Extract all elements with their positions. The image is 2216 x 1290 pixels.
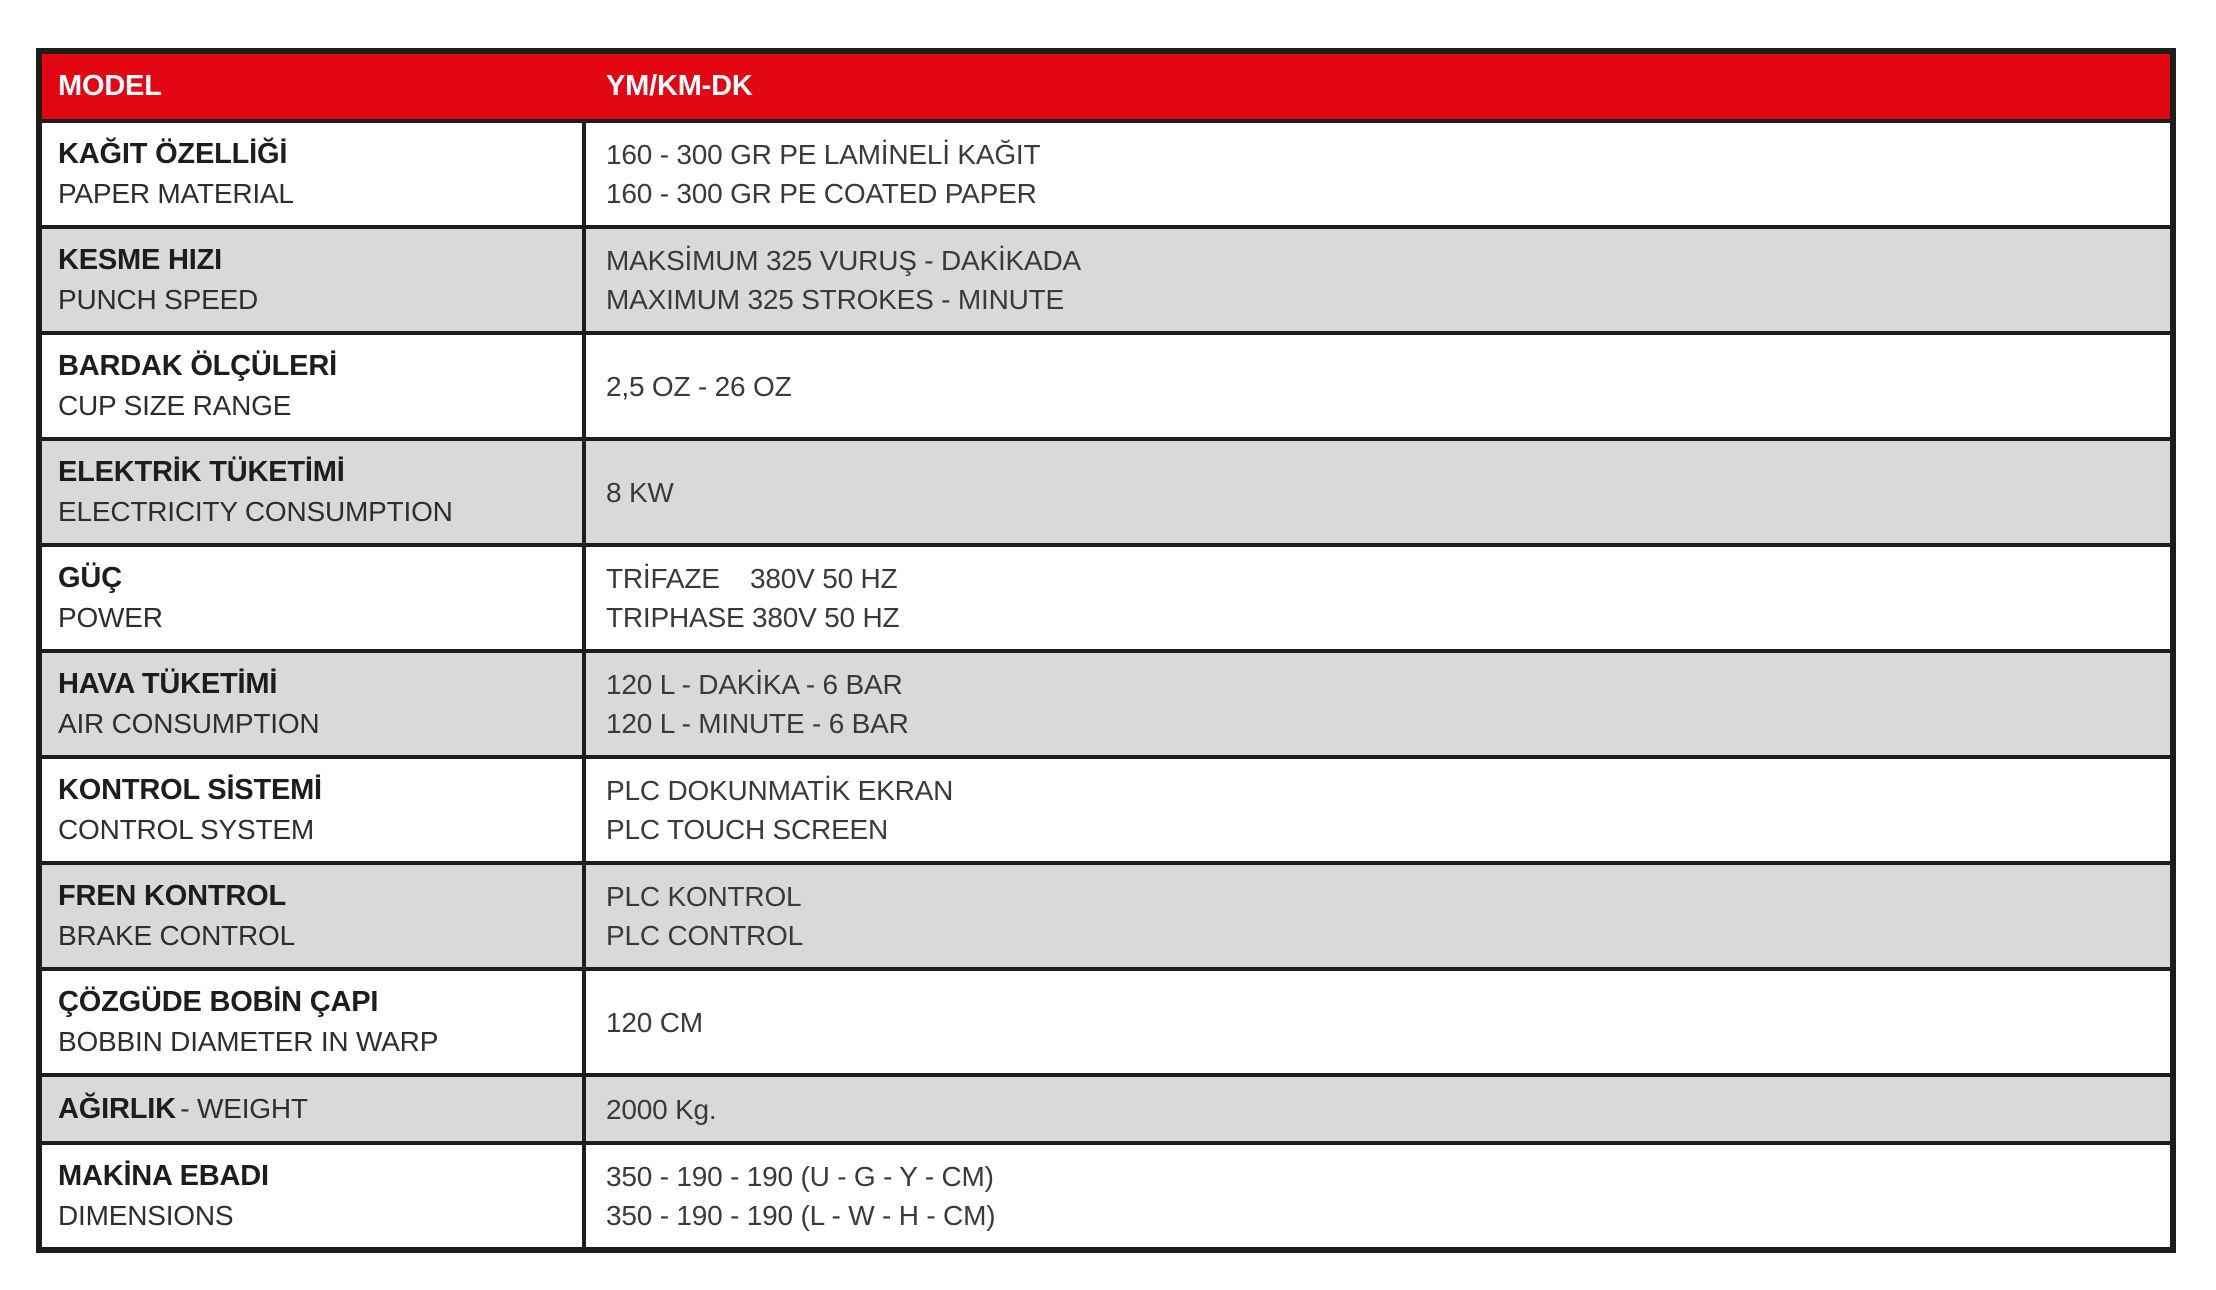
spec-label-en: AIR CONSUMPTION [58, 708, 320, 739]
spec-label-en: BRAKE CONTROL [58, 920, 295, 951]
spec-row-air-consumption: HAVA TÜKETİMİ AIR CONSUMPTION 120 L - DA… [42, 653, 2170, 759]
spec-value-line: 2000 Kg. [606, 1093, 717, 1125]
spec-label-cell: HAVA TÜKETİMİ AIR CONSUMPTION [42, 653, 586, 755]
spec-value-line: 120 L - MINUTE - 6 BAR [606, 708, 909, 739]
spec-row-paper-material: KAĞIT ÖZELLİĞİ PAPER MATERIAL 160 - 300 … [42, 123, 2170, 229]
spec-row-control-system: KONTROL SİSTEMİ CONTROL SYSTEM PLC DOKUN… [42, 759, 2170, 865]
spec-label-cell: GÜÇ POWER [42, 547, 586, 649]
spec-value-cell: 8 KW [586, 441, 2170, 543]
spec-value-line: PLC DOKUNMATİK EKRAN [606, 775, 954, 806]
spec-label-tr: KONTROL SİSTEMİ [58, 774, 322, 806]
spec-label-en: POWER [58, 602, 163, 633]
spec-value-line: 120 CM [606, 1006, 703, 1038]
spec-label-en: CUP SIZE RANGE [58, 390, 292, 421]
spec-value-line: 350 - 190 - 190 (L - W - H - CM) [606, 1200, 996, 1231]
spec-value-line: TRIPHASE 380V 50 HZ [606, 602, 900, 633]
spec-value-cell: PLC DOKUNMATİK EKRAN PLC TOUCH SCREEN [586, 759, 2170, 861]
spec-label-cell: ELEKTRİK TÜKETİMİ ELECTRICITY CONSUMPTIO… [42, 441, 586, 543]
spec-row-power: GÜÇ POWER TRİFAZE 380V 50 HZ TRIPHASE 38… [42, 547, 2170, 653]
spec-label-cell: KESME HIZI PUNCH SPEED [42, 229, 586, 331]
spec-value-cell: 350 - 190 - 190 (U - G - Y - CM) 350 - 1… [586, 1145, 2170, 1247]
spec-label-cell: BARDAK ÖLÇÜLERİ CUP SIZE RANGE [42, 335, 586, 437]
spec-label-tr: FREN KONTROL [58, 880, 286, 912]
header-model-value: YM/KM-DK [606, 70, 753, 102]
spec-label-cell: FREN KONTROL BRAKE CONTROL [42, 865, 586, 967]
spec-value-line: TRİFAZE 380V 50 HZ [606, 563, 898, 594]
spec-value-cell: TRİFAZE 380V 50 HZ TRIPHASE 380V 50 HZ [586, 547, 2170, 649]
spec-value-line: 120 L - DAKİKA - 6 BAR [606, 669, 903, 700]
spec-value-line: 350 - 190 - 190 (U - G - Y - CM) [606, 1161, 994, 1192]
spec-value-line: PLC KONTROL [606, 881, 802, 912]
spec-value-cell: 2000 Kg. [586, 1077, 2170, 1141]
spec-row-dimensions: MAKİNA EBADI DIMENSIONS 350 - 190 - 190 … [42, 1145, 2170, 1247]
spec-label-en: PUNCH SPEED [58, 284, 259, 315]
spec-value-line: PLC CONTROL [606, 920, 803, 951]
spec-label-tr: BARDAK ÖLÇÜLERİ [58, 350, 337, 382]
spec-row-weight: AĞIRLIK - WEIGHT 2000 Kg. [42, 1077, 2170, 1145]
spec-label-cell: ÇÖZGÜDE BOBİN ÇAPI BOBBIN DIAMETER IN WA… [42, 971, 586, 1073]
spec-label-cell: MAKİNA EBADI DIMENSIONS [42, 1145, 586, 1247]
spec-label-cell: KONTROL SİSTEMİ CONTROL SYSTEM [42, 759, 586, 861]
spec-value-line: 160 - 300 GR PE LAMİNELİ KAĞIT [606, 139, 1041, 170]
spec-label-tr: GÜÇ [58, 562, 122, 594]
spec-label-tr: MAKİNA EBADI [58, 1160, 269, 1192]
spec-label-en: CONTROL SYSTEM [58, 814, 314, 845]
spec-label-en: ELECTRICITY CONSUMPTION [58, 496, 453, 527]
spec-label-cell: KAĞIT ÖZELLİĞİ PAPER MATERIAL [42, 123, 586, 225]
spec-row-punch-speed: KESME HIZI PUNCH SPEED MAKSİMUM 325 VURU… [42, 229, 2170, 335]
spec-row-electricity-consumption: ELEKTRİK TÜKETİMİ ELECTRICITY CONSUMPTIO… [42, 441, 2170, 547]
spec-row-bobbin-diameter: ÇÖZGÜDE BOBİN ÇAPI BOBBIN DIAMETER IN WA… [42, 971, 2170, 1077]
spec-value-line: PLC TOUCH SCREEN [606, 814, 889, 845]
spec-label-tr: HAVA TÜKETİMİ [58, 668, 278, 700]
spec-value-line: 8 KW [606, 476, 674, 508]
spec-label-tr: ÇÖZGÜDE BOBİN ÇAPI [58, 986, 379, 1018]
spec-value-cell: 2,5 OZ - 26 OZ [586, 335, 2170, 437]
spec-value-cell: 120 L - DAKİKA - 6 BAR 120 L - MINUTE - … [586, 653, 2170, 755]
spec-value-line: MAXIMUM 325 STROKES - MINUTE [606, 284, 1065, 315]
spec-value-cell: MAKSİMUM 325 VURUŞ - DAKİKADA MAXIMUM 32… [586, 229, 2170, 331]
spec-label-tr: ELEKTRİK TÜKETİMİ [58, 456, 345, 488]
spec-table: MODEL YM/KM-DK KAĞIT ÖZELLİĞİ PAPER MATE… [36, 48, 2176, 1253]
spec-row-cup-size-range: BARDAK ÖLÇÜLERİ CUP SIZE RANGE 2,5 OZ - … [42, 335, 2170, 441]
spec-label-en: - WEIGHT [180, 1093, 308, 1124]
spec-value-line: MAKSİMUM 325 VURUŞ - DAKİKADA [606, 245, 1081, 276]
spec-label-tr: AĞIRLIK [58, 1093, 176, 1125]
spec-label-cell: AĞIRLIK - WEIGHT [42, 1077, 586, 1141]
table-header-row: MODEL YM/KM-DK [42, 54, 2170, 123]
spec-label-en: PAPER MATERIAL [58, 178, 294, 209]
spec-label-tr: KAĞIT ÖZELLİĞİ [58, 138, 288, 170]
spec-value-cell: 160 - 300 GR PE LAMİNELİ KAĞIT 160 - 300… [586, 123, 2170, 225]
spec-value-cell: 120 CM [586, 971, 2170, 1073]
spec-label-en: BOBBIN DIAMETER IN WARP [58, 1026, 439, 1057]
header-model-label: MODEL [58, 70, 162, 102]
spec-row-brake-control: FREN KONTROL BRAKE CONTROL PLC KONTROL P… [42, 865, 2170, 971]
spec-label-en: DIMENSIONS [58, 1200, 234, 1231]
spec-value-line: 160 - 300 GR PE COATED PAPER [606, 178, 1037, 209]
spec-value-cell: PLC KONTROL PLC CONTROL [586, 865, 2170, 967]
spec-label-tr: KESME HIZI [58, 244, 222, 276]
spec-value-line: 2,5 OZ - 26 OZ [606, 370, 792, 402]
